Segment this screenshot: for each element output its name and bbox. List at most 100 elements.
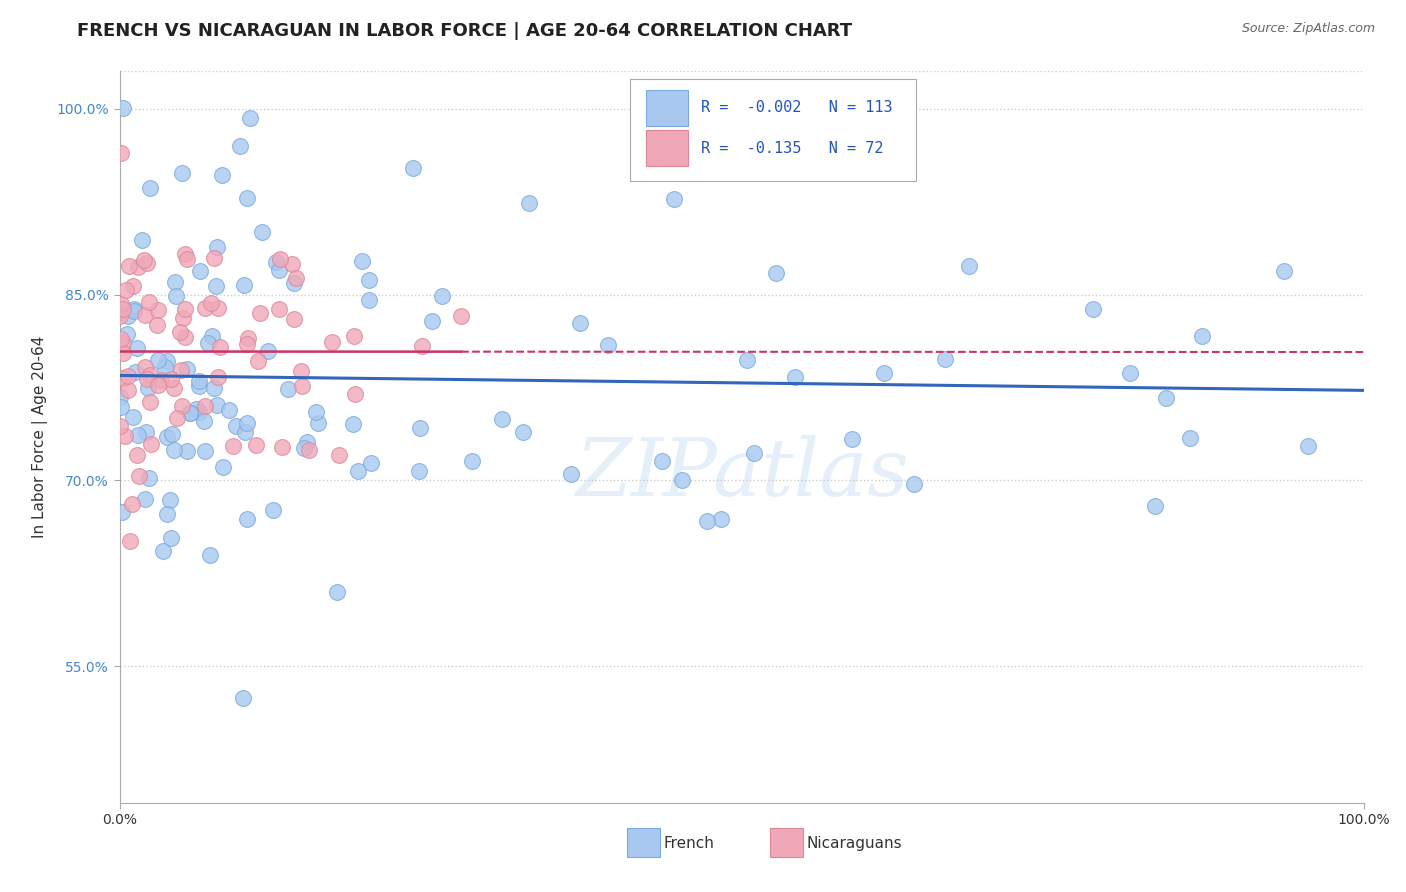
Point <box>225 419 247 434</box>
Point <box>568 317 591 331</box>
Point <box>742 446 765 460</box>
Point <box>245 438 267 452</box>
Point <box>841 432 863 446</box>
Point <box>292 442 315 456</box>
Point <box>155 430 177 444</box>
Point <box>290 364 312 378</box>
Point <box>198 548 221 562</box>
Point <box>291 379 314 393</box>
Point <box>207 301 229 316</box>
Point <box>671 473 693 487</box>
Point <box>236 191 259 205</box>
Point <box>138 368 160 382</box>
Point <box>112 335 135 350</box>
FancyBboxPatch shape <box>627 829 659 857</box>
Point <box>664 192 686 206</box>
Point <box>651 453 673 467</box>
Point <box>163 442 186 457</box>
Point <box>1272 264 1295 278</box>
Point <box>170 363 193 377</box>
Point <box>169 325 191 339</box>
Point <box>156 507 179 521</box>
Point <box>172 399 194 413</box>
Point <box>271 441 294 455</box>
Point <box>110 400 132 414</box>
Point <box>352 254 374 268</box>
Point <box>205 240 228 254</box>
Point <box>146 378 169 392</box>
Point <box>710 511 733 525</box>
Point <box>262 502 284 516</box>
Y-axis label: In Labor Force | Age 20-64: In Labor Force | Age 20-64 <box>32 336 48 538</box>
Point <box>176 444 198 458</box>
Point <box>115 283 138 297</box>
Point <box>420 313 443 327</box>
Point <box>172 311 194 326</box>
Text: FRENCH VS NICARAGUAN IN LABOR FORCE | AGE 20-64 CORRELATION CHART: FRENCH VS NICARAGUAN IN LABOR FORCE | AG… <box>77 22 852 40</box>
Point <box>360 456 382 470</box>
Point <box>165 289 187 303</box>
Point <box>238 330 260 344</box>
Point <box>146 318 169 332</box>
Point <box>163 382 186 396</box>
FancyBboxPatch shape <box>770 829 803 857</box>
Point <box>249 306 271 320</box>
Point <box>491 411 513 425</box>
Point <box>207 370 229 384</box>
Point <box>346 465 368 479</box>
Point <box>285 271 308 285</box>
Point <box>257 343 280 358</box>
Point <box>122 304 145 318</box>
Point <box>344 386 367 401</box>
Point <box>179 406 201 420</box>
Point <box>277 382 299 396</box>
Point <box>125 341 148 355</box>
Point <box>132 252 155 267</box>
Point <box>110 145 132 160</box>
FancyBboxPatch shape <box>645 130 688 166</box>
Point <box>138 294 160 309</box>
Point <box>402 161 425 175</box>
FancyBboxPatch shape <box>630 78 915 181</box>
Point <box>266 255 288 269</box>
Point <box>155 359 177 374</box>
Point <box>127 427 149 442</box>
Point <box>200 296 222 310</box>
Point <box>211 459 233 474</box>
Point <box>138 395 160 409</box>
Point <box>325 585 347 599</box>
Point <box>114 429 136 443</box>
Text: Source: ZipAtlas.com: Source: ZipAtlas.com <box>1241 22 1375 36</box>
Point <box>118 533 141 548</box>
Point <box>232 690 254 705</box>
Point <box>450 309 472 323</box>
Point <box>194 443 217 458</box>
Point <box>110 297 132 311</box>
Point <box>136 255 159 269</box>
Point <box>305 404 328 418</box>
Point <box>267 262 290 277</box>
Point <box>1143 499 1166 513</box>
Point <box>321 335 343 350</box>
Point <box>160 531 183 545</box>
Point <box>765 266 787 280</box>
Point <box>328 448 350 462</box>
Point <box>461 454 484 468</box>
Point <box>152 543 174 558</box>
Point <box>408 421 430 435</box>
Point <box>122 302 145 317</box>
Point <box>134 492 156 507</box>
Text: R =  -0.135   N = 72: R = -0.135 N = 72 <box>700 141 883 156</box>
Point <box>127 260 149 274</box>
Point <box>194 399 217 413</box>
Point <box>176 361 198 376</box>
Point <box>174 247 197 261</box>
FancyBboxPatch shape <box>645 90 688 126</box>
Point <box>135 425 157 439</box>
Point <box>188 405 211 419</box>
Point <box>110 332 132 346</box>
Point <box>785 369 807 384</box>
Point <box>283 276 305 290</box>
Text: R =  -0.002   N = 113: R = -0.002 N = 113 <box>700 101 893 115</box>
Point <box>166 411 188 425</box>
